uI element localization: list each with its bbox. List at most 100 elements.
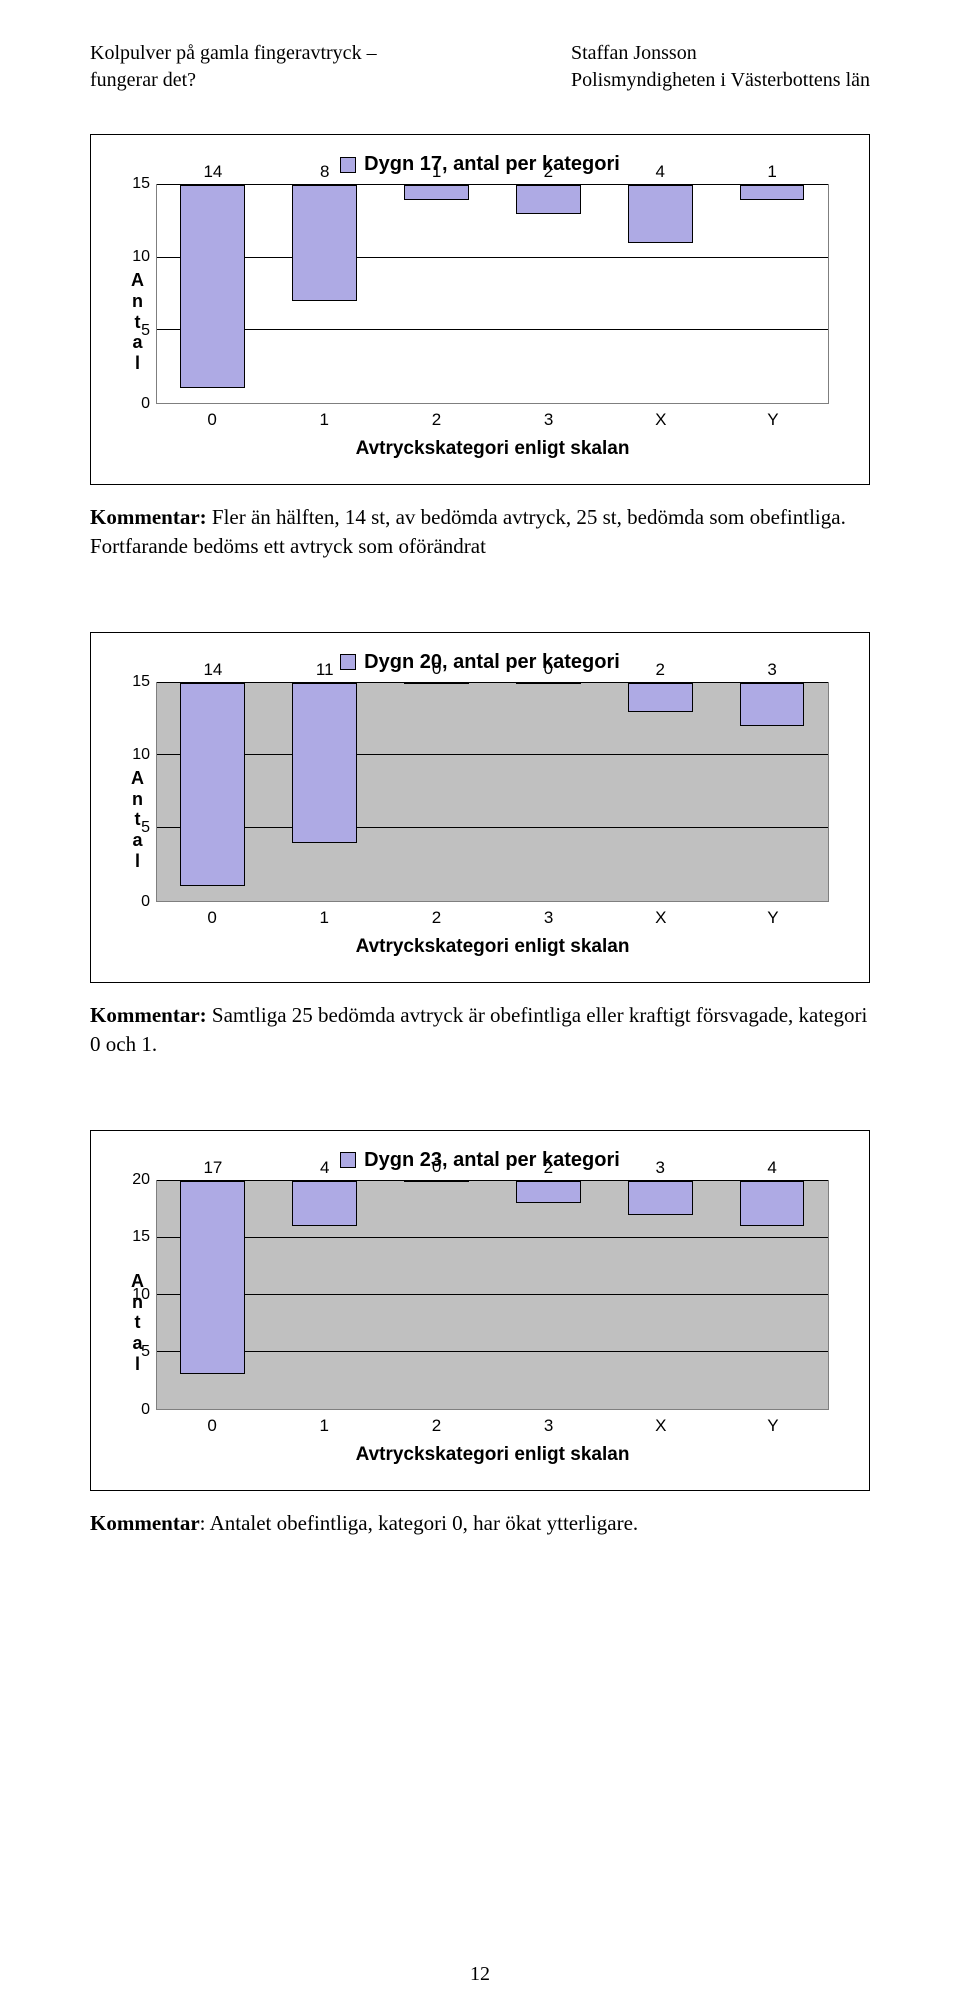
bar-value-label: 4 xyxy=(767,1158,776,1178)
bar: 14 xyxy=(180,683,245,886)
xtick-label: 2 xyxy=(380,1416,492,1436)
bar-slot: 0 xyxy=(381,683,493,901)
bar-slot: 2 xyxy=(492,1181,604,1409)
ylabel-char: l xyxy=(135,1354,140,1375)
plot-20: 14 11 0 0 23 xyxy=(156,682,829,902)
xtick-label: Y xyxy=(717,908,829,928)
legend-17: Dygn 17, antal per kategori xyxy=(131,153,829,176)
xticks-17: 0123XY xyxy=(156,410,829,430)
xtick-label: 0 xyxy=(156,1416,268,1436)
bar-value-label: 11 xyxy=(316,660,334,680)
chart-title-17: Dygn 17, antal per kategori xyxy=(364,153,620,176)
xtick-label: 1 xyxy=(268,1416,380,1436)
bar-slot: 14 xyxy=(157,185,269,403)
legend-swatch-20 xyxy=(340,654,356,670)
page-number: 12 xyxy=(0,1963,960,1986)
header-right: Staffan Jonsson Polismyndigheten i Väste… xyxy=(571,40,870,94)
bar: 3 xyxy=(628,1181,693,1215)
bars-17: 14 8 1 2 4 1 xyxy=(157,185,828,403)
bar-slot: 0 xyxy=(492,683,604,901)
bar: 2 xyxy=(628,683,693,712)
bar: 4 xyxy=(292,1181,357,1227)
xtick-label: 2 xyxy=(380,410,492,430)
bar: 0 xyxy=(516,683,581,684)
bar: 14 xyxy=(180,185,245,388)
xtick-label: X xyxy=(605,410,717,430)
ylabel-char: t xyxy=(135,312,141,333)
comment-text-23: : Antalet obefintliga, kategori 0, har ö… xyxy=(200,1511,639,1535)
bar: 4 xyxy=(628,185,693,243)
comment-17: Kommentar: Fler än hälften, 14 st, av be… xyxy=(90,503,870,562)
xtick-label: 3 xyxy=(493,908,605,928)
chart-box-20: Dygn 20, antal per kategori Antal 151050… xyxy=(90,632,870,983)
xlabel-23: Avtryckskategori enligt skalan xyxy=(156,1444,829,1466)
legend-20: Dygn 20, antal per kategori xyxy=(131,651,829,674)
ylabel-23: Antal xyxy=(131,1180,144,1466)
bar: 2 xyxy=(516,185,581,214)
xtick-label: X xyxy=(605,1416,717,1436)
bar-value-label: 0 xyxy=(432,1157,441,1177)
chart-box-23: Dygn 23, antal per kategori Antal 201510… xyxy=(90,1130,870,1491)
xticks-20: 0123XY xyxy=(156,908,829,928)
legend-23: Dygn 23, antal per kategori xyxy=(131,1149,829,1172)
bar-slot: 2 xyxy=(492,185,604,403)
bar: 0 xyxy=(404,683,469,684)
plot-23: 1740234 xyxy=(156,1180,829,1410)
xtick-label: Y xyxy=(717,1416,829,1436)
chart-title-23: Dygn 23, antal per kategori xyxy=(364,1149,620,1172)
ylabel-char: l xyxy=(135,851,140,872)
bar: 2 xyxy=(516,1181,581,1204)
ylabel-char: A xyxy=(131,270,144,291)
bar-slot: 2 xyxy=(604,683,716,901)
ylabel-char: t xyxy=(135,809,141,830)
bar-value-label: 4 xyxy=(655,162,664,182)
bar-slot: 3 xyxy=(716,683,828,901)
xlabel-20: Avtryckskategori enligt skalan xyxy=(156,936,829,958)
bar-slot: 8 xyxy=(269,185,381,403)
ylabel-char: l xyxy=(135,353,140,374)
xtick-label: 3 xyxy=(493,410,605,430)
bar-slot: 1 xyxy=(381,185,493,403)
xtick-label: 3 xyxy=(493,1416,605,1436)
page-header: Kolpulver på gamla fingeravtryck – funge… xyxy=(90,40,870,94)
bar-value-label: 4 xyxy=(320,1158,329,1178)
comment-prefix-23: Kommentar xyxy=(90,1511,200,1535)
bar: 17 xyxy=(180,1181,245,1375)
comment-text-20: Samtliga 25 bedömda avtryck är obefintli… xyxy=(90,1003,867,1056)
header-left: Kolpulver på gamla fingeravtryck – funge… xyxy=(90,40,377,94)
bar-slot: 11 xyxy=(269,683,381,901)
xtick-label: 2 xyxy=(380,908,492,928)
bar-slot: 4 xyxy=(269,1181,381,1409)
bar: 11 xyxy=(292,683,357,843)
bar: 0 xyxy=(404,1181,469,1182)
bar-value-label: 0 xyxy=(432,659,441,679)
legend-swatch-23 xyxy=(340,1152,356,1168)
comment-prefix-17: Kommentar: xyxy=(90,505,207,529)
bar-slot: 4 xyxy=(716,1181,828,1409)
bar: 1 xyxy=(404,185,469,200)
bar-slot: 4 xyxy=(604,185,716,403)
bar-value-label: 3 xyxy=(767,660,776,680)
comment-23: Kommentar: Antalet obefintliga, kategori… xyxy=(90,1509,870,1538)
bar-value-label: 1 xyxy=(432,162,441,182)
comment-20: Kommentar: Samtliga 25 bedömda avtryck ä… xyxy=(90,1001,870,1060)
legend-swatch-17 xyxy=(340,157,356,173)
bar-value-label: 17 xyxy=(203,1158,222,1178)
ylabel-char: t xyxy=(135,1312,141,1333)
bar-slot: 1 xyxy=(716,185,828,403)
xticks-23: 0123XY xyxy=(156,1416,829,1436)
comment-prefix-20: Kommentar: xyxy=(90,1003,207,1027)
bar-value-label: 2 xyxy=(544,162,553,182)
ylabel-char: n xyxy=(132,291,143,312)
bar-slot: 14 xyxy=(157,683,269,901)
ylabel-char: A xyxy=(131,768,144,789)
xtick-label: 1 xyxy=(268,410,380,430)
bars-23: 1740234 xyxy=(157,1181,828,1409)
xtick-label: Y xyxy=(717,410,829,430)
bars-20: 14 11 0 0 23 xyxy=(157,683,828,901)
bar: 8 xyxy=(292,185,357,301)
xtick-label: 0 xyxy=(156,908,268,928)
bar: 1 xyxy=(740,185,805,200)
xlabel-17: Avtryckskategori enligt skalan xyxy=(156,438,829,460)
bar-value-label: 2 xyxy=(655,660,664,680)
